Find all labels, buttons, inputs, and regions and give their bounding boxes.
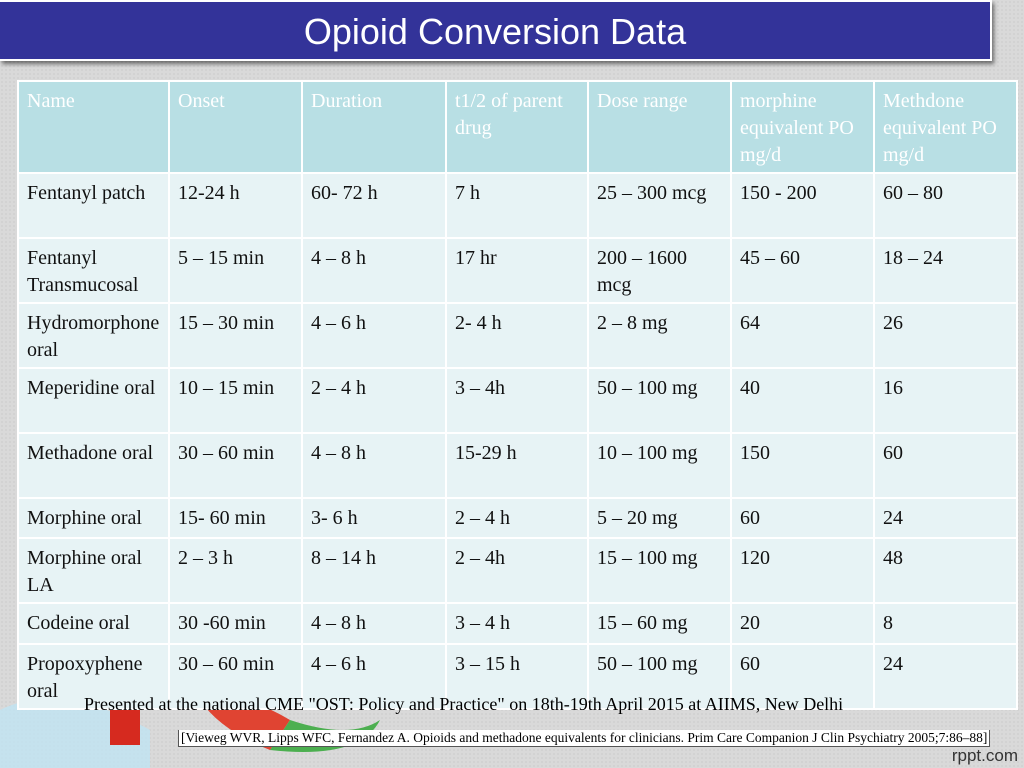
- table-cell: 3 – 4h: [445, 367, 589, 434]
- table-cell: Fentanyl Transmucosal: [17, 237, 170, 304]
- table-cell: 60: [730, 497, 875, 539]
- column-header: Duration: [301, 80, 447, 174]
- table-cell: 5 – 20 mg: [587, 497, 732, 539]
- table-cell: 50 – 100 mg: [587, 643, 732, 710]
- table-cell: 2 – 4 h: [301, 367, 447, 434]
- table-row: Hydromorphone oral 15 – 30 min 4 – 6 h 2- 4…: [17, 302, 1018, 369]
- table-cell: Methadone oral: [17, 432, 170, 499]
- table-cell: 16: [873, 367, 1018, 434]
- table-cell: 60: [873, 432, 1018, 499]
- table-cell: 17 hr: [445, 237, 589, 304]
- table-cell: 2 – 3 h: [168, 537, 303, 604]
- brand-watermark: rppt.com: [951, 746, 1018, 765]
- table-cell: 26: [873, 302, 1018, 369]
- table-cell: 3- 6 h: [301, 497, 447, 539]
- table-cell: 2 – 4 h: [445, 497, 589, 539]
- table-cell: Fentanyl patch: [17, 172, 170, 239]
- table-cell: 8: [873, 602, 1018, 645]
- opioid-table: Name Onset Duration t1/2 of parent drug Dose…: [17, 80, 1018, 710]
- table-cell: 10 – 100 mg: [587, 432, 732, 499]
- table-cell: 120: [730, 537, 875, 604]
- table-cell: Hydromorphone oral: [17, 302, 170, 369]
- presentation-footnote: Presented at the national CME "OST: Poli…: [84, 694, 844, 714]
- column-header: morphine equivalent PO mg/d: [730, 80, 875, 174]
- table-cell: 15-29 h: [445, 432, 589, 499]
- table-cell: 5 – 15 min: [168, 237, 303, 304]
- table-cell: 15 – 30 min: [168, 302, 303, 369]
- table-cell: 30 – 60 min: [168, 432, 303, 499]
- table-header-row: Name Onset Duration t1/2 of parent drug Dose…: [17, 80, 1018, 174]
- table-cell: 25 – 300 mcg: [587, 172, 732, 239]
- table-cell: 15 – 100 mg: [587, 537, 732, 604]
- table-cell: 4 – 6 h: [301, 302, 447, 369]
- table-cell: 30 – 60 min: [168, 643, 303, 710]
- table-cell: 10 – 15 min: [168, 367, 303, 434]
- table-cell: 24: [873, 643, 1018, 710]
- table-cell: 4 – 8 h: [301, 237, 447, 304]
- table-cell: Morphine oral: [17, 497, 170, 539]
- table-cell: 4 – 8 h: [301, 602, 447, 645]
- table-cell: 50 – 100 mg: [587, 367, 732, 434]
- slide-title: Opioid Conversion Data: [0, 0, 992, 61]
- table-cell: 20: [730, 602, 875, 645]
- table-cell: 60: [730, 643, 875, 710]
- table-cell: 48: [873, 537, 1018, 604]
- citation: [Vieweg WVR, Lipps WFC, Fernandez A. Opi…: [178, 730, 991, 747]
- table-cell: 24: [873, 497, 1018, 539]
- table-cell: 30 -60 min: [168, 602, 303, 645]
- table-cell: 15 – 60 mg: [587, 602, 732, 645]
- table-cell: 18 – 24: [873, 237, 1018, 304]
- table-cell: Morphine oral LA: [17, 537, 170, 604]
- table-cell: Codeine oral: [17, 602, 170, 645]
- table-cell: 200 – 1600 mcg: [587, 237, 732, 304]
- table-cell: 60 – 80: [873, 172, 1018, 239]
- table-cell: 15- 60 min: [168, 497, 303, 539]
- table-cell: 3 – 15 h: [445, 643, 589, 710]
- table-cell: 2- 4 h: [445, 302, 589, 369]
- table-cell: 4 – 6 h: [301, 643, 447, 710]
- table-cell: 60- 72 h: [301, 172, 447, 239]
- table-cell: 2 – 8 mg: [587, 302, 732, 369]
- table-cell: 7 h: [445, 172, 589, 239]
- table-cell: 150: [730, 432, 875, 499]
- table-cell: 45 – 60: [730, 237, 875, 304]
- table-row: Fentanyl Transmucosal 5 – 15 min 4 – 8 h 17…: [17, 237, 1018, 304]
- table-cell: 4 – 8 h: [301, 432, 447, 499]
- table-cell: Propoxyphene oral: [17, 643, 170, 710]
- table-cell: Meperidine oral: [17, 367, 170, 434]
- column-header: Name: [17, 80, 170, 174]
- column-header: t1/2 of parent drug: [445, 80, 589, 174]
- table-cell: 12-24 h: [168, 172, 303, 239]
- table-cell: 64: [730, 302, 875, 369]
- table-cell: 8 – 14 h: [301, 537, 447, 604]
- table-cell: 2 – 4h: [445, 537, 589, 604]
- column-header: Methdone equivalent PO mg/d: [873, 80, 1018, 174]
- column-header: Onset: [168, 80, 303, 174]
- table-cell: 40: [730, 367, 875, 434]
- table-cell: 3 – 4 h: [445, 602, 589, 645]
- column-header: Dose range: [587, 80, 732, 174]
- table-cell: 150 - 200: [730, 172, 875, 239]
